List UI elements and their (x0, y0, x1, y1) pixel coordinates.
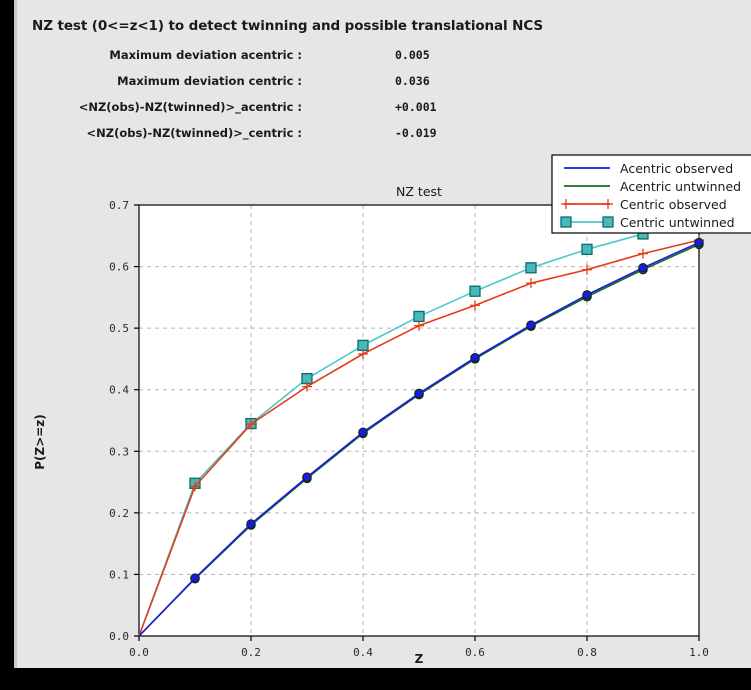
stat-row-max-dev-centric: Maximum deviation centric : 0.036 (14, 74, 751, 96)
y-tick-label: 0.5 (109, 322, 129, 335)
stat-row-max-dev-acentric: Maximum deviation acentric : 0.005 (14, 48, 751, 70)
plot-frame (138, 204, 700, 637)
legend-label: Acentric untwinned (620, 179, 741, 194)
data-series-layer (138, 214, 705, 637)
chart-title: NZ test (396, 184, 442, 199)
window-left-edge (14, 0, 17, 668)
stat-label: <NZ(obs)-NZ(twinned)>_acentric : (78, 100, 302, 114)
legend-item-centric-untwinned[interactable]: Centric untwinned (560, 215, 735, 230)
x-tick-label: 0.0 (129, 646, 149, 659)
chart-canvas: 0.0 0.1 0.2 0.3 0.4 0.5 0.6 0.7 0.0 0.2 0.4 0.6 0.8 1… (33, 154, 751, 666)
series-acentric-observed (138, 237, 704, 637)
legend-item-centric-observed[interactable]: Centric observed (561, 197, 727, 212)
y-tick-label: 0.3 (109, 445, 129, 458)
stat-row-nz-diff-centric: <NZ(obs)-NZ(twinned)>_centric : -0.019 (14, 126, 751, 148)
x-tick-label: 0.8 (577, 646, 597, 659)
application-window: NZ test (0<=z<1) to detect twinning and … (14, 0, 751, 668)
stat-label: Maximum deviation acentric : (109, 48, 302, 62)
page-title: NZ test (0<=z<1) to detect twinning and … (32, 18, 544, 34)
series-centric-observed (138, 235, 704, 637)
legend-item-acentric-observed[interactable]: Acentric observed (564, 161, 733, 176)
y-tick-label: 0.7 (109, 199, 129, 212)
stat-row-nz-diff-acentric: <NZ(obs)-NZ(twinned)>_acentric : +0.001 (14, 100, 751, 122)
y-tick-label: 0.0 (109, 630, 129, 643)
x-tick-label: 0.2 (241, 646, 261, 659)
grid-lines (139, 204, 700, 636)
y-tick-label: 0.4 (109, 384, 129, 397)
legend-label: Acentric observed (620, 161, 733, 176)
x-tick-label: 0.4 (353, 646, 373, 659)
nz-test-chart: 0.0 0.1 0.2 0.3 0.4 0.5 0.6 0.7 0.0 0.2 0.4 0.6 0.8 1… (14, 152, 751, 668)
report-header: NZ test (0<=z<1) to detect twinning and … (14, 0, 751, 152)
x-tick-label: 0.6 (465, 646, 485, 659)
y-tick-label: 0.1 (109, 568, 129, 581)
stat-label: Maximum deviation centric : (117, 74, 302, 88)
x-axis-title: Z (415, 652, 424, 666)
legend-label: Centric untwinned (620, 215, 735, 230)
axis-tick-labels: 0.0 0.1 0.2 0.3 0.4 0.5 0.6 0.7 0.0 0.2 0.4 0.6 0.8 1… (109, 199, 709, 659)
stat-value: 0.036 (395, 74, 430, 88)
stat-value: -0.019 (395, 126, 437, 140)
stat-value: 0.005 (395, 48, 430, 62)
stat-label: <NZ(obs)-NZ(twinned)>_centric : (86, 126, 302, 140)
legend-item-acentric-untwinned[interactable]: Acentric untwinned (564, 179, 741, 194)
legend-label: Centric observed (620, 197, 727, 212)
y-axis-title: P(Z>=z) (33, 414, 47, 470)
x-tick-label: 1.0 (689, 646, 709, 659)
chart-legend[interactable]: Acentric observed Acentric untwinned Centr… (551, 154, 751, 234)
y-tick-label: 0.6 (109, 261, 129, 274)
y-tick-label: 0.2 (109, 507, 129, 520)
stat-value: +0.001 (395, 100, 437, 114)
axis-ticks (134, 204, 700, 641)
